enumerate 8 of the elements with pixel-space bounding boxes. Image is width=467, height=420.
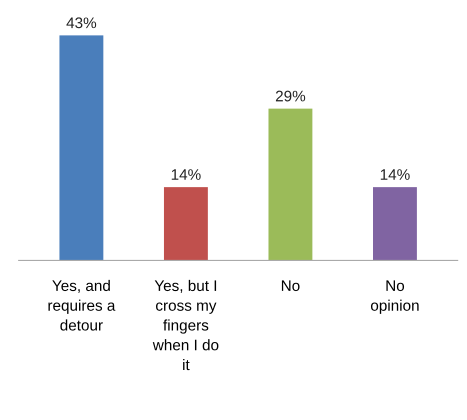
x-tick-label: Yes, and requires a detour xyxy=(48,280,116,331)
data-label: 14% xyxy=(380,169,410,180)
data-label: 29% xyxy=(276,90,306,102)
x-tick-label: Yes, but I cross my fingers when I do it xyxy=(152,280,218,370)
data-label: 43% xyxy=(66,17,96,28)
data-label: 14% xyxy=(172,169,201,180)
x-tick-label: No opinion xyxy=(370,280,419,314)
x-tick-label: No xyxy=(282,280,300,292)
